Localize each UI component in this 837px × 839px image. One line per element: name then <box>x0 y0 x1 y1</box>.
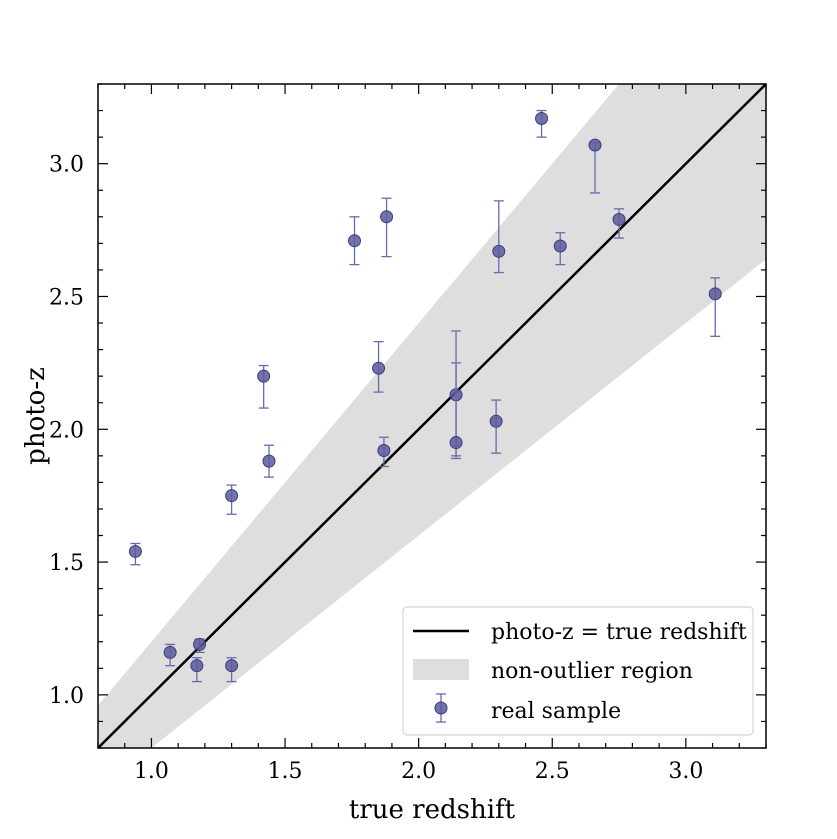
plot-frame <box>97 83 767 749</box>
point-marker <box>225 489 239 503</box>
legend-box <box>402 606 754 736</box>
legend-band-swatch <box>413 659 469 680</box>
data-points <box>128 109 722 683</box>
point-marker <box>380 210 394 224</box>
data-point <box>193 637 207 654</box>
tick-labels: 1.0 1.5 2.0 2.5 3.0 1.0 1.5 2.0 2.5 3.0 <box>49 153 703 784</box>
y-axis-label: photo-z <box>21 367 51 465</box>
point-marker <box>128 544 142 558</box>
y-tick-label: 2.0 <box>49 418 84 443</box>
data-point <box>377 436 391 468</box>
data-point <box>380 197 394 258</box>
data-point <box>588 138 602 194</box>
data-point <box>535 109 549 138</box>
point-marker <box>612 212 626 226</box>
point-marker <box>588 138 602 152</box>
point-marker <box>553 239 567 253</box>
x-tick-label: 3.0 <box>668 759 703 784</box>
point-marker <box>225 659 239 673</box>
point-marker <box>492 244 506 258</box>
x-tick-label: 1.5 <box>268 759 303 784</box>
data-point <box>262 444 276 478</box>
legend-label-identity: photo-z = true redshift <box>491 620 747 645</box>
data-point <box>225 484 239 515</box>
data-point <box>492 200 506 274</box>
data-point <box>348 216 362 266</box>
axis-ticks <box>97 83 767 749</box>
data-point <box>708 277 722 337</box>
data-point <box>372 340 386 393</box>
legend: photo-z = true redshift non-outlier regi… <box>402 606 754 736</box>
point-marker <box>372 361 386 375</box>
x-axis-label: true redshift <box>349 795 516 825</box>
data-point <box>128 542 142 566</box>
x-tick-label: 2.5 <box>535 759 570 784</box>
data-point <box>553 232 567 266</box>
point-marker <box>449 436 463 450</box>
identity-line <box>98 84 766 748</box>
point-marker <box>193 637 207 651</box>
legend-marker-real-sample <box>434 693 448 723</box>
plot-area <box>98 84 766 748</box>
y-tick-label: 2.5 <box>49 285 84 310</box>
legend-label-real-sample: real sample <box>491 699 621 724</box>
x-tick-label: 1.0 <box>134 759 169 784</box>
point-marker <box>377 444 391 458</box>
legend-label-band: non-outlier region <box>491 659 693 684</box>
point-marker <box>190 659 204 673</box>
point-marker <box>257 369 271 383</box>
x-tick-label: 2.0 <box>401 759 436 784</box>
data-point <box>225 657 239 683</box>
point-marker <box>708 287 722 301</box>
point-marker <box>348 234 362 248</box>
y-tick-label: 1.0 <box>49 684 84 709</box>
point-marker <box>163 645 177 659</box>
data-point <box>612 208 626 239</box>
data-point <box>163 643 177 667</box>
legend-point-marker <box>434 701 448 715</box>
data-point <box>449 362 463 460</box>
point-marker <box>262 454 276 468</box>
y-tick-label: 1.5 <box>49 551 84 576</box>
y-tick-label: 3.0 <box>49 153 84 178</box>
point-marker <box>535 112 549 126</box>
data-point <box>257 364 271 409</box>
point-marker <box>489 414 503 428</box>
data-point <box>489 399 503 454</box>
data-point <box>190 657 204 683</box>
